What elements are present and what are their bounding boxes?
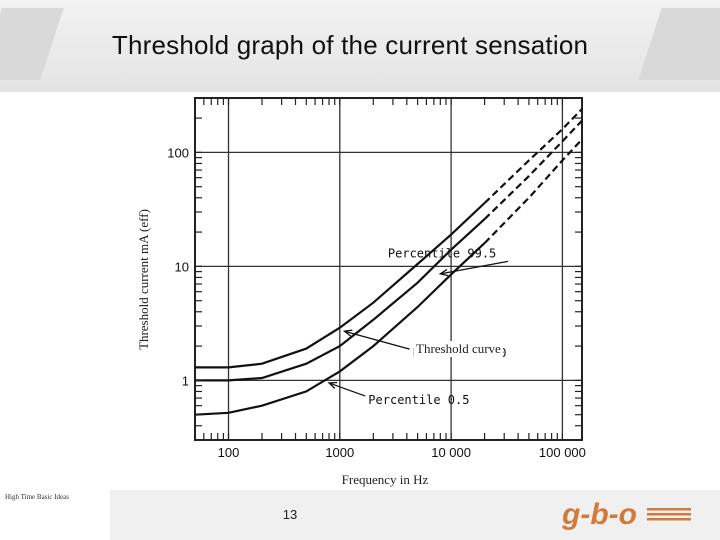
x-tick-label: 100 000: [539, 445, 586, 460]
arrow-head: [327, 381, 338, 389]
y-tick-label: 1: [182, 373, 189, 388]
threshold-curve-caption: Threshold curve: [414, 341, 503, 357]
chart-grid: [194, 97, 583, 441]
y-tick-label: 100: [167, 145, 189, 160]
logo-stripe: [647, 508, 691, 511]
x-tick-label: 100: [218, 445, 240, 460]
series-line-dashed: [483, 119, 583, 220]
logo-stripe: [647, 518, 691, 521]
series-label-arrow: [440, 260, 509, 275]
series-line: [195, 202, 486, 369]
footer-band: [110, 490, 720, 540]
page-number: 13: [282, 507, 298, 522]
logo-stripe: [647, 513, 691, 516]
plot-frame: [194, 97, 583, 441]
series-line: [194, 242, 486, 416]
y-tick-label: 10: [175, 259, 189, 274]
series-line-dashed: [483, 138, 583, 244]
slide-title: Threshold graph of the current sensation: [111, 30, 589, 60]
x-axis-label: Frequency in Hz: [300, 472, 470, 488]
series-line: [195, 218, 486, 382]
arrow-head: [342, 329, 353, 337]
series-label-arrow: [328, 382, 366, 397]
footer-text: High Time Basic Ideas: [5, 493, 69, 501]
series-line-dashed: [483, 108, 583, 204]
header-band: [0, 0, 720, 92]
arrow-head: [438, 268, 449, 277]
series-label-arrow: [344, 330, 410, 350]
x-tick-label: 1000: [325, 445, 354, 460]
chart-curves: [194, 108, 583, 416]
chart-ticks: 100 1000 10 000 100 000 1 10 100: [167, 97, 586, 460]
gbo-logo: g-b-o: [561, 498, 691, 531]
series-label: Percentile 99.5: [388, 246, 496, 260]
series-label: Percentile 0.5: [368, 393, 469, 407]
x-tick-label: 10 000: [431, 445, 471, 460]
logo-text: g-b-o: [561, 498, 637, 531]
chart-area: [110, 92, 590, 492]
y-axis-label: Threshold current mA (eff): [136, 209, 151, 350]
